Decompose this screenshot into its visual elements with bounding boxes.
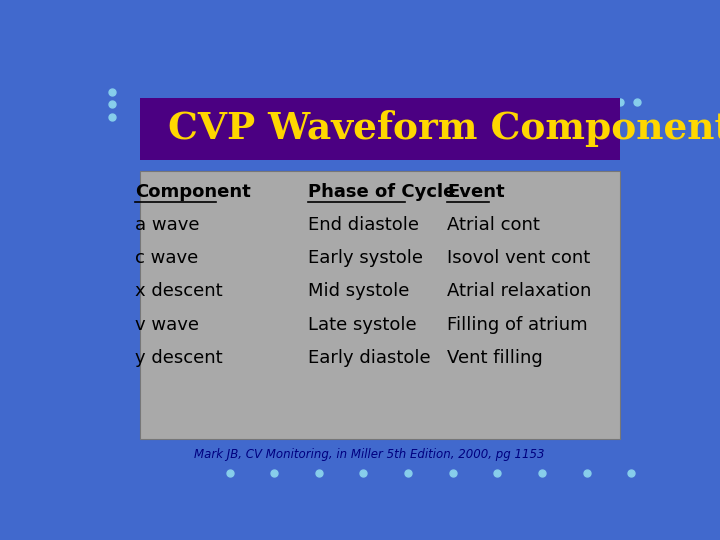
Text: Event: Event xyxy=(447,183,505,201)
Text: Filling of atrium: Filling of atrium xyxy=(447,316,588,334)
Text: v wave: v wave xyxy=(135,316,199,334)
Text: Atrial cont: Atrial cont xyxy=(447,216,540,234)
Text: CVP Waveform Components: CVP Waveform Components xyxy=(168,110,720,146)
Text: Early systole: Early systole xyxy=(307,249,423,267)
Text: Vent filling: Vent filling xyxy=(447,349,543,367)
Text: Atrial relaxation: Atrial relaxation xyxy=(447,282,592,300)
Text: Mid systole: Mid systole xyxy=(307,282,409,300)
Text: x descent: x descent xyxy=(135,282,222,300)
Text: Late systole: Late systole xyxy=(307,316,416,334)
Text: Component: Component xyxy=(135,183,251,201)
Text: a wave: a wave xyxy=(135,216,199,234)
FancyBboxPatch shape xyxy=(140,171,620,439)
Text: End diastole: End diastole xyxy=(307,216,418,234)
FancyBboxPatch shape xyxy=(140,98,620,160)
Text: Isovol vent cont: Isovol vent cont xyxy=(447,249,590,267)
Text: Phase of Cycle: Phase of Cycle xyxy=(307,183,455,201)
Text: Mark JB, CV Monitoring, in Miller 5th Edition, 2000, pg 1153: Mark JB, CV Monitoring, in Miller 5th Ed… xyxy=(194,448,544,461)
Text: y descent: y descent xyxy=(135,349,222,367)
Text: c wave: c wave xyxy=(135,249,198,267)
Text: Early diastole: Early diastole xyxy=(307,349,431,367)
